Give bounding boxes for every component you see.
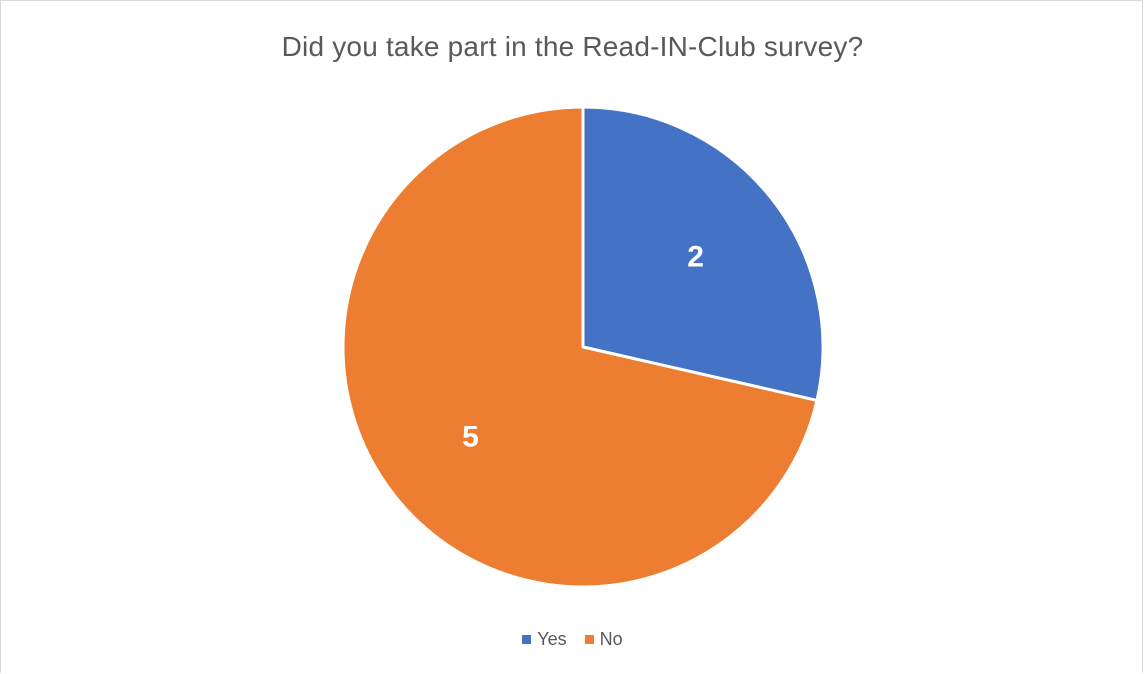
legend-label-yes: Yes [537, 629, 567, 649]
chart-title: Did you take part in the Read-IN-Club su… [281, 31, 864, 62]
data-label-no: 5 [462, 420, 479, 453]
legend-swatch-yes [522, 635, 532, 644]
data-label-yes: 2 [687, 241, 704, 274]
pie-slice-yes [581, 105, 825, 402]
legend-label-no: No [599, 629, 623, 649]
pie-slice-no [341, 105, 819, 589]
legend-item-yes: Yes [522, 629, 567, 650]
legend: Yes No [1, 629, 1144, 650]
legend-item-no: No [584, 629, 623, 650]
legend-swatch-no [584, 635, 594, 644]
